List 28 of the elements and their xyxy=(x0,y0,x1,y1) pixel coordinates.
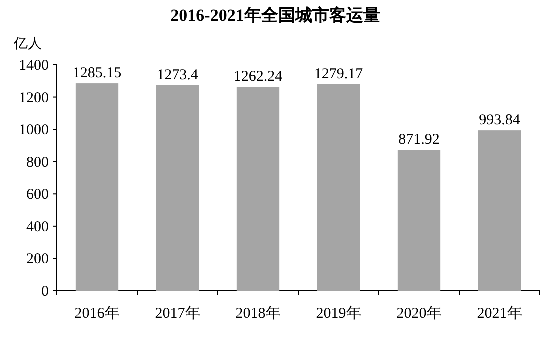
data-label: 1285.15 xyxy=(72,66,122,82)
x-tick-label: 2021年 xyxy=(477,305,522,322)
bar xyxy=(76,84,119,291)
y-tick-label: 1000 xyxy=(19,122,49,139)
x-tick-label: 2018年 xyxy=(236,305,281,322)
y-tick-label: 1400 xyxy=(19,58,49,74)
x-tick-label: 2020年 xyxy=(396,305,442,322)
y-tick-label: 1200 xyxy=(19,90,49,106)
data-label: 871.92 xyxy=(398,132,440,148)
y-tick-label: 400 xyxy=(26,219,49,236)
x-tick-label: 2016年 xyxy=(74,305,120,322)
bar xyxy=(478,130,522,291)
y-tick-label: 600 xyxy=(26,187,49,204)
bar xyxy=(156,85,200,291)
x-tick-label: 2019年 xyxy=(316,305,362,322)
y-tick-label: 200 xyxy=(26,252,49,268)
y-tick-label: 800 xyxy=(26,154,49,171)
bar xyxy=(317,84,360,291)
data-label: 1279.17 xyxy=(314,66,364,83)
bar xyxy=(236,87,280,291)
y-tick-label: 0 xyxy=(42,284,49,300)
data-label: 1262.24 xyxy=(234,69,284,86)
y-axis-title: 亿人 xyxy=(13,36,42,52)
chart-title: 2016-2021年全国城市客运量 xyxy=(170,6,380,25)
bar xyxy=(398,150,441,291)
data-label: 1273.4 xyxy=(157,67,199,84)
data-label: 993.84 xyxy=(479,112,521,129)
x-tick-label: 2017年 xyxy=(155,305,200,322)
